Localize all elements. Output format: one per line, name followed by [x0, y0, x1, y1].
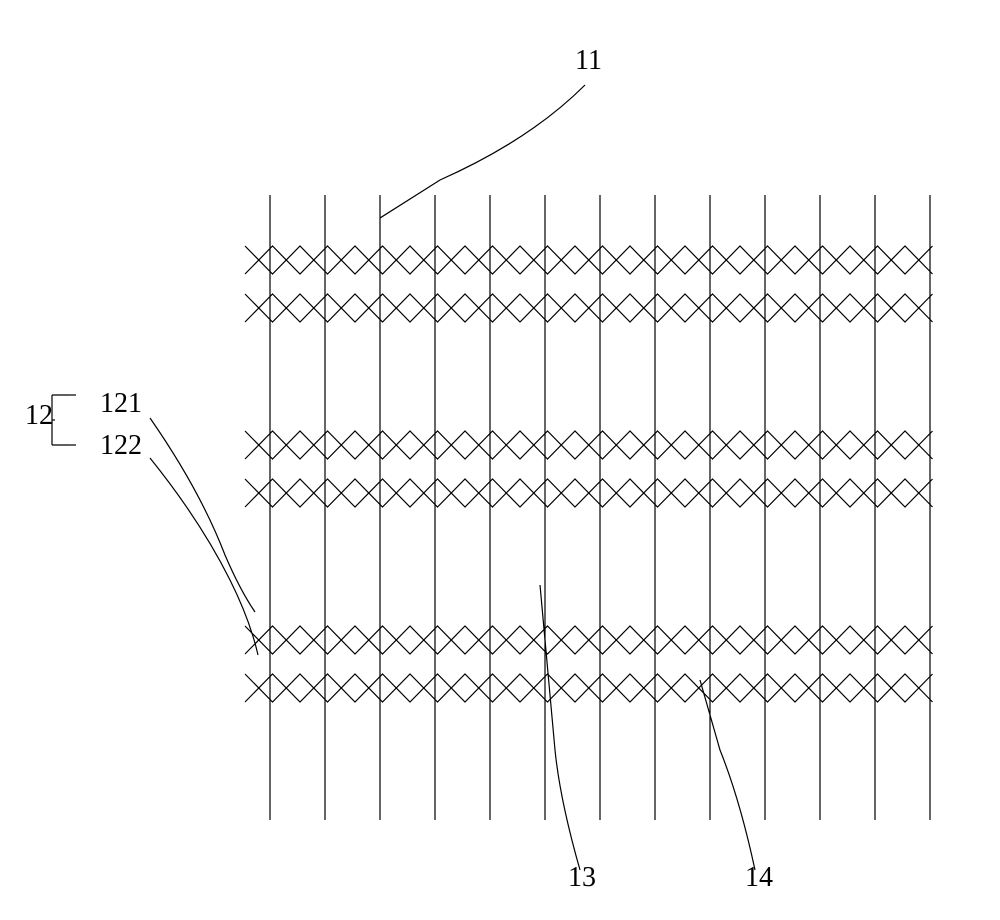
- label-12: 12: [25, 400, 53, 432]
- label-122: 122: [100, 430, 142, 462]
- label-121: 121: [100, 388, 142, 420]
- label-14: 14: [745, 862, 773, 894]
- diagram-container: 11 12 121 122 13 14: [0, 0, 1000, 920]
- label-13: 13: [568, 862, 596, 894]
- label-11: 11: [575, 45, 602, 77]
- mesh-diagram: [0, 0, 1000, 920]
